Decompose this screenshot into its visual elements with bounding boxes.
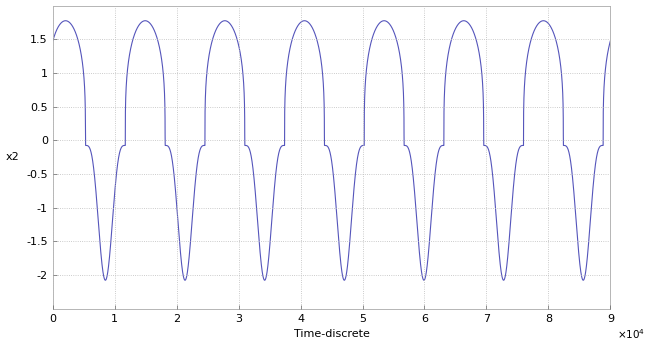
X-axis label: Time-discrete: Time-discrete [294,329,370,339]
Y-axis label: x2: x2 [6,152,20,162]
Text: $\times10^4$: $\times10^4$ [617,328,645,341]
